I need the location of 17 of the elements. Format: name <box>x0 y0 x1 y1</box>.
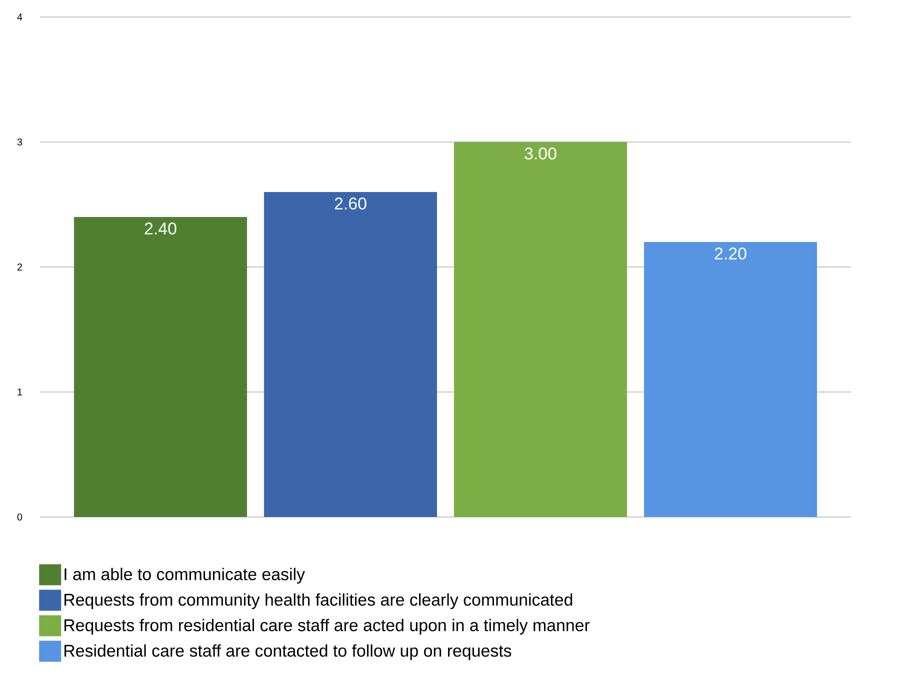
bar <box>454 142 628 517</box>
y-tick-label: 0 <box>17 513 22 521</box>
legend-label: I am able to communicate easily <box>64 568 305 584</box>
y-tick-label: 4 <box>17 14 22 20</box>
legend-label: Residential care staff are contacted to follow up on requests <box>64 644 512 660</box>
legend-label: Requests from community health facilities are clearly communicated <box>64 593 572 610</box>
y-tick-label: 3 <box>17 138 22 146</box>
bar <box>74 216 248 517</box>
data-label: 2.60 <box>334 198 366 210</box>
data-label: 3.00 <box>524 148 556 160</box>
y-tick-label: 1 <box>18 388 22 396</box>
bar <box>644 242 818 517</box>
y-tick-label: 2 <box>17 264 22 270</box>
data-label: 2.20 <box>714 248 746 260</box>
legend-label: Requests from residential care staff are acted upon in a timely manner <box>64 618 590 635</box>
data-label: 2.40 <box>144 222 176 235</box>
bar <box>264 192 438 517</box>
